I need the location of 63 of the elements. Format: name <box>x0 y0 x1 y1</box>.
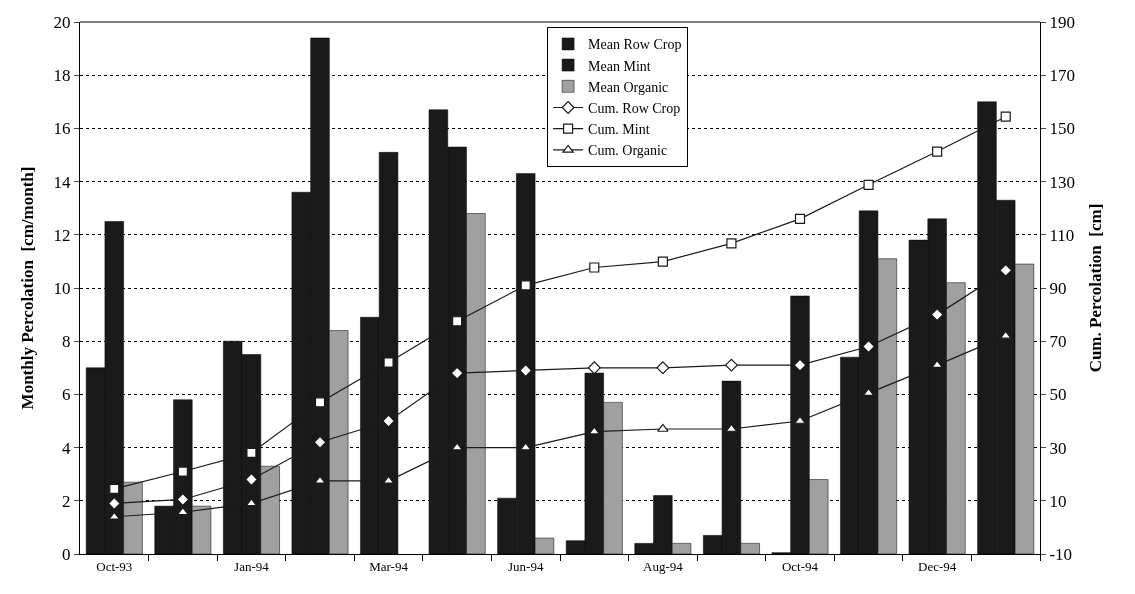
legend-label: Cum. Organic <box>588 143 668 159</box>
point <box>176 493 190 506</box>
x-tick-label: Jun-94 <box>508 558 544 574</box>
point <box>452 316 463 327</box>
legend-label: Cum. Row Crop <box>588 100 681 116</box>
point <box>657 423 669 432</box>
point <box>999 263 1013 277</box>
y2-tick-label: 90 <box>1049 278 1067 298</box>
y2-tick-label: 190 <box>1049 12 1075 32</box>
y2-tick-label: 10 <box>1049 491 1067 511</box>
y2-tick-label: 150 <box>1049 119 1075 139</box>
point <box>862 340 876 353</box>
point <box>519 364 533 377</box>
y-tick-label: 16 <box>53 119 71 139</box>
y2-tick-label: 30 <box>1049 438 1067 458</box>
legend-label: Mean Row Crop <box>588 37 682 53</box>
point <box>726 238 737 249</box>
point <box>383 357 394 368</box>
y-tick-label: 20 <box>53 12 71 32</box>
point <box>313 435 327 449</box>
y-tick-label: 0 <box>62 544 71 564</box>
y-axis-title: Monthly Percolation [cm/month] <box>18 166 38 410</box>
point <box>794 213 806 224</box>
x-tick-label: Aug-94 <box>643 558 684 574</box>
point <box>656 361 670 375</box>
y2-tick-label: -10 <box>1049 544 1073 564</box>
y-tick-label: 14 <box>53 172 72 192</box>
y2-axis-title: Cum. Percolation [cm] <box>1086 203 1106 373</box>
point <box>1000 111 1011 122</box>
x-tick-label: Oct-94 <box>781 558 819 574</box>
point <box>177 466 188 477</box>
point <box>863 179 874 190</box>
point <box>793 358 807 372</box>
x-tick-label: Dec-94 <box>918 558 957 574</box>
y-tick-label: 8 <box>62 332 71 352</box>
x-tick-label: Mar-94 <box>369 558 409 574</box>
point <box>244 473 258 486</box>
x-tick-label: Jan-94 <box>234 558 270 574</box>
y-tick-label: 10 <box>53 278 71 298</box>
legend-label: Cum. Mint <box>588 122 650 138</box>
y-tick-label: 18 <box>53 66 71 86</box>
point <box>107 497 121 510</box>
point <box>932 146 943 157</box>
point <box>520 280 531 291</box>
y-tick-label: 4 <box>62 438 72 458</box>
point <box>450 366 464 380</box>
y-tick-label: 12 <box>53 225 71 245</box>
point <box>930 308 944 322</box>
y2-tick-label: 170 <box>1049 66 1075 86</box>
x-tick-label: Oct-93 <box>96 558 133 574</box>
legend-label: Mean Organic <box>588 79 669 95</box>
y2-tick-label: 50 <box>1049 385 1067 405</box>
legend-label: Mean Mint <box>588 58 651 74</box>
point <box>657 256 668 267</box>
point <box>589 262 600 273</box>
y-tick-label: 6 <box>62 385 71 405</box>
y-tick-label: 2 <box>62 491 71 511</box>
y2-tick-label: 110 <box>1049 225 1075 245</box>
point <box>382 414 396 428</box>
y2-tick-label: 70 <box>1049 332 1067 352</box>
point <box>587 361 601 375</box>
point <box>724 358 738 372</box>
y2-tick-label: 130 <box>1049 172 1075 192</box>
